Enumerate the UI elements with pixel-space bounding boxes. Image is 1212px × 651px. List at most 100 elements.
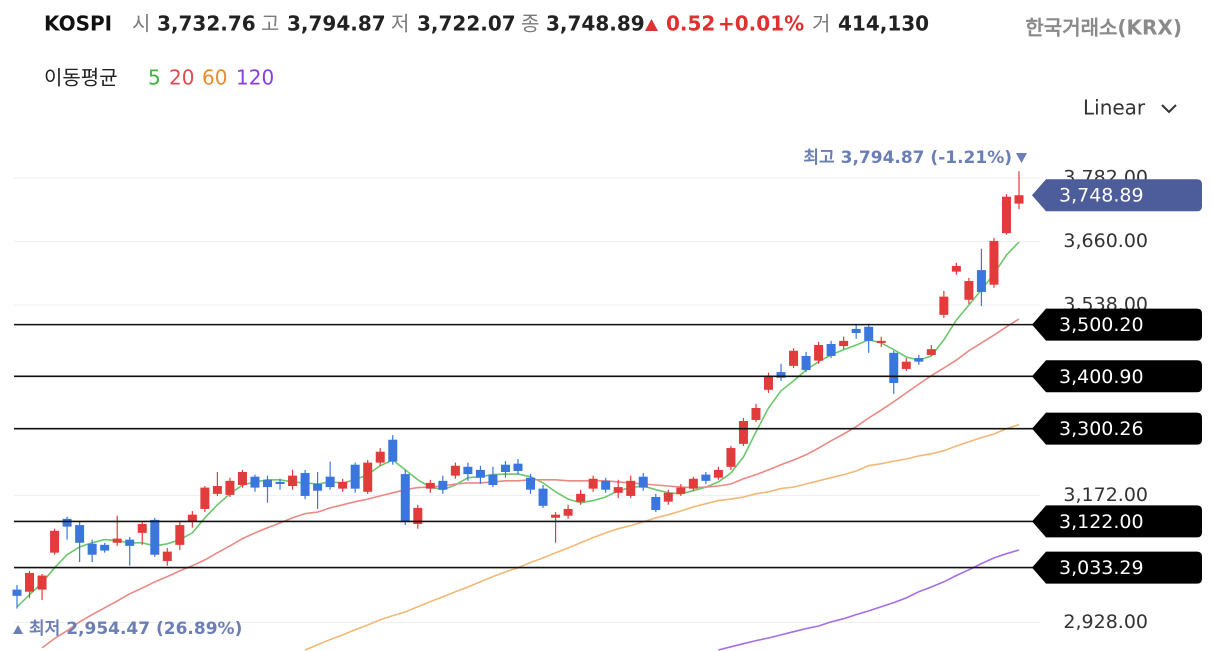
candle-body [989, 240, 999, 285]
candle-body [87, 543, 97, 555]
candle-body [538, 488, 548, 506]
price-line-tag [1032, 551, 1202, 584]
volume-label: 거 [812, 12, 830, 36]
last-price-label: 3,748.89 [1059, 185, 1144, 207]
candle-body [601, 480, 611, 490]
candle-body [75, 525, 85, 543]
candle-body [526, 477, 536, 490]
high-annotation: 최고 3,794.87 (-1.21%) [803, 148, 1012, 168]
ma-line [718, 549, 1020, 651]
candle-body [313, 483, 323, 491]
candle-body [288, 475, 298, 487]
candle-body [726, 448, 736, 467]
low-label: 저 [391, 12, 409, 36]
candle-body [475, 469, 485, 478]
high-marker [1016, 153, 1027, 163]
candle-body [400, 474, 410, 522]
candle-body [926, 349, 936, 355]
candle-body [638, 476, 648, 488]
last-price-tag [1032, 179, 1202, 212]
candle-body [212, 486, 222, 494]
candle-body [37, 575, 47, 590]
y-tick-label: 3,660.00 [1063, 230, 1148, 252]
candle-body [250, 476, 260, 488]
candle-body [626, 480, 636, 496]
candle-body [701, 474, 711, 481]
candle-body [713, 469, 723, 478]
legend-entry: 120 [236, 66, 274, 90]
candle-body [901, 361, 911, 369]
price-line-tag [1032, 412, 1202, 445]
ma-line [304, 423, 1020, 651]
candle-body [463, 466, 473, 475]
candle-body [137, 524, 147, 533]
candle-body [914, 358, 924, 362]
candle-body [851, 328, 861, 334]
candle-body [125, 539, 135, 546]
candle-body [338, 481, 348, 489]
candle-body [150, 519, 160, 555]
high-label: 고 [261, 12, 279, 36]
legend-entry: 5 [148, 66, 161, 90]
candle-body [1001, 196, 1011, 234]
candle-body [764, 376, 773, 390]
candle-body [50, 530, 60, 553]
low-marker [13, 625, 23, 634]
candle-body [450, 465, 460, 476]
volume-value: 414,130 [838, 12, 929, 36]
candle-body [826, 343, 836, 356]
candle-body [12, 589, 22, 596]
candle-body [112, 538, 122, 543]
plot-area [12, 171, 1040, 651]
candle-body [588, 478, 598, 489]
candle-body [576, 493, 586, 502]
candle-body [751, 407, 761, 420]
candle-body [237, 471, 247, 486]
open-value: 3,732.76 [157, 12, 256, 36]
y-tick-label: 2,928.00 [1063, 611, 1148, 633]
candle-body [663, 492, 673, 502]
price-line-label: 3,122.00 [1059, 511, 1144, 533]
header: KOSPI 시 3,732.76 고 3,794.87 저 3,722.07 종… [44, 12, 1182, 120]
scale-label[interactable]: Linear [1083, 96, 1146, 120]
candle-body [563, 508, 573, 516]
candle-body [814, 345, 824, 361]
candle-body [801, 355, 811, 371]
candle-body [175, 525, 185, 545]
candle-body [25, 572, 35, 592]
ma-label: 이동평균 [44, 66, 118, 90]
change-pct: +0.01% [718, 12, 804, 36]
candle-body [613, 487, 623, 493]
candle-body [275, 481, 285, 484]
price-line-tag [1032, 308, 1202, 341]
candle-body [513, 463, 523, 471]
price-line-label: 3,033.29 [1059, 557, 1144, 579]
candle-body [939, 296, 949, 315]
source: 한국거래소(KRX) [1025, 16, 1182, 40]
open-label: 시 [132, 12, 150, 36]
legend-entry: 60 [202, 66, 227, 90]
candle-body [651, 496, 661, 510]
candle-body [162, 551, 172, 561]
candle-body [187, 514, 197, 522]
candle-body [951, 265, 961, 272]
scale-selector[interactable]: Linear [1083, 96, 1177, 120]
candle-body [263, 479, 272, 488]
chevron[interactable] [1161, 104, 1177, 114]
price-line-label: 3,500.20 [1059, 314, 1144, 336]
candle-body [889, 352, 899, 384]
candle-body [676, 487, 686, 494]
candle-body [300, 473, 310, 496]
candle-body [789, 350, 799, 366]
low-value: 3,722.07 [417, 12, 516, 36]
low-annotation: 최저 2,954.47 (26.89%) [29, 619, 242, 639]
candle-body [350, 464, 360, 489]
close-label: 종 [521, 12, 539, 36]
candle-body [488, 474, 498, 486]
candle-body [688, 478, 698, 489]
symbol: KOSPI [44, 12, 112, 36]
change: 0.52 [666, 12, 715, 36]
candle-body [388, 439, 398, 462]
